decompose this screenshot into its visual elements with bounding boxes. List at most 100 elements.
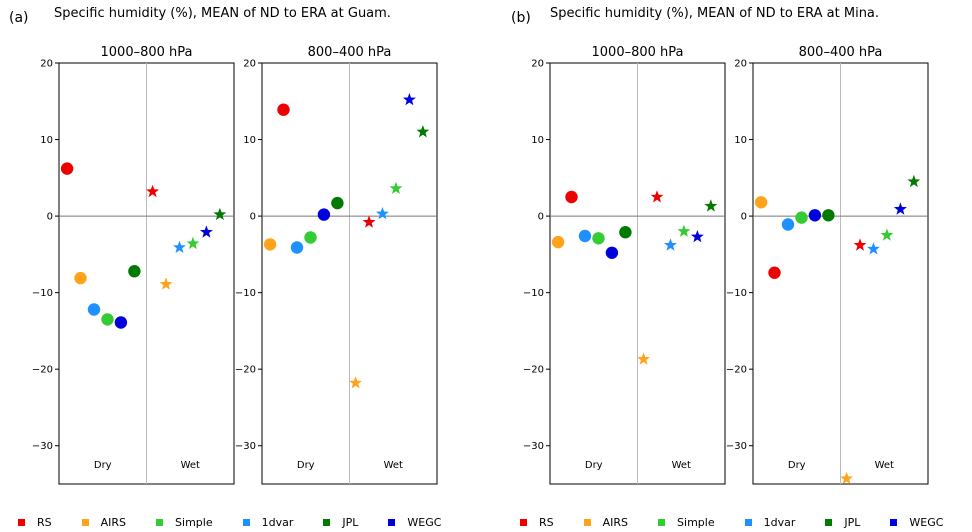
chart-1-dry-point-airs — [74, 271, 87, 285]
legend-label: 1dvar — [763, 515, 796, 529]
legend-item-jpl: JPL — [825, 516, 860, 529]
chart-3-y-tick-label: 0 — [538, 212, 544, 223]
chart-2-wet-point-airs — [349, 376, 362, 389]
chart-3-wet-point-jpl — [704, 199, 718, 212]
legend-label: AIRS — [602, 515, 629, 529]
chart-4-wet-point-jpl — [907, 174, 921, 188]
chart-1-y-tick-label: −10 — [32, 288, 53, 299]
chart-3-wet-point-rs — [650, 190, 664, 203]
chart-1-y-tick-label: −30 — [32, 441, 53, 452]
legend-a: RS AIRS Simple 1dvar JPL WEGC — [18, 514, 441, 530]
legend-swatch — [583, 518, 591, 526]
chart-2-y-tick-label: 20 — [243, 59, 256, 70]
panel-b-letter: (b) — [511, 10, 531, 26]
panel-b-title: Specific humidity (%), MEAN of ND to ERA… — [550, 6, 880, 21]
chart-3-y-tick-label: 20 — [531, 59, 544, 70]
chart-3-category-label-dry: Dry — [585, 460, 603, 471]
legend-item-jpl: JPL — [323, 516, 358, 529]
chart-3-y-tick-label: 10 — [531, 135, 544, 146]
legend-label: Simple — [175, 515, 213, 529]
chart-2-wet-point-wegc — [402, 92, 416, 106]
chart-2-dry-point-jpl — [331, 196, 344, 210]
chart-4-wet-point-airs — [840, 471, 853, 485]
legend-item-1dvar: 1dvar — [242, 515, 294, 529]
chart-4-y-tick-label: 20 — [734, 59, 747, 70]
chart-1-wet-point-rs — [146, 184, 159, 198]
legend-swatch — [18, 518, 25, 526]
legend-swatch — [890, 518, 898, 526]
legend-item-rs: RS — [520, 516, 554, 529]
chart-4-dry-point-wegc — [808, 209, 822, 222]
legend-item-1dvar: 1dvar — [744, 515, 796, 529]
legend-swatch — [81, 518, 89, 526]
chart-4-y-tick-label: −30 — [726, 441, 747, 452]
legend-label: RS — [37, 515, 52, 529]
chart-4-y-tick-label: −10 — [726, 288, 747, 299]
chart-1-y-tick-label: 10 — [40, 135, 53, 146]
legend-swatch — [388, 518, 396, 526]
legend-item-rs: RS — [18, 516, 52, 529]
legend-label: Simple — [677, 515, 715, 529]
panel-a-letter: (a) — [9, 10, 29, 26]
chart-4-category-label-wet: Wet — [875, 460, 894, 471]
legend-label: 1dvar — [261, 515, 294, 529]
chart-3-category-label-wet: Wet — [672, 460, 691, 471]
chart-3-wet-point-simple — [677, 224, 691, 237]
chart-2-wet-point-rs — [362, 215, 376, 228]
chart-3-y-tick-label: −20 — [523, 365, 544, 376]
chart-3-dry-point-rs — [565, 190, 578, 204]
chart-3-wet-point-wegc — [690, 230, 704, 243]
legend-swatch — [242, 518, 250, 526]
chart-3-wet-point-1dvar — [664, 238, 677, 251]
legend-label: WEGC — [909, 515, 944, 529]
legend-swatch — [825, 518, 833, 526]
chart-1-dry-point-wegc — [114, 316, 128, 329]
legend-label: JPL — [844, 515, 861, 529]
chart-1-wet-point-1dvar — [173, 240, 186, 253]
chart-4-dry-point-airs — [754, 196, 768, 209]
legend-label: AIRS — [100, 515, 127, 529]
legend-swatch — [520, 518, 527, 526]
chart-4-y-tick-label: 0 — [741, 212, 747, 223]
chart-3-dry-point-airs — [551, 235, 565, 249]
chart-4-y-tick-label: 10 — [734, 135, 747, 146]
chart-4-category-label-dry: Dry — [788, 460, 806, 471]
chart-1-y-tick-label: 20 — [40, 59, 53, 70]
chart-2-title: 800–400 hPa — [308, 45, 392, 60]
chart-4-wet-point-simple — [880, 228, 894, 241]
chart-3-wet-point-airs — [637, 352, 650, 365]
chart-1-dry-point-1dvar — [87, 303, 101, 316]
legend-item-simple: Simple — [156, 516, 213, 529]
chart-2-y-tick-label: −20 — [235, 365, 256, 376]
chart-1-y-tick-label: 0 — [47, 212, 53, 223]
legend-swatch — [658, 518, 666, 526]
chart-2-y-tick-label: 10 — [243, 135, 256, 146]
chart-1-dry-point-simple — [101, 313, 114, 326]
chart-2-wet-point-simple — [389, 181, 403, 194]
chart-3-dry-point-simple — [592, 232, 605, 245]
chart-1-category-label-dry: Dry — [94, 460, 112, 471]
chart-4-y-tick-label: −20 — [726, 365, 747, 376]
chart-2-dry-point-simple — [304, 231, 317, 244]
chart-2-category-label-dry: Dry — [297, 460, 315, 471]
chart-2-dry-point-airs — [263, 238, 277, 251]
chart-3-dry-point-wegc — [605, 246, 619, 259]
legend-label: JPL — [342, 515, 359, 529]
chart-4-wet-point-wegc — [893, 202, 907, 215]
chart-2-y-tick-label: −30 — [235, 441, 256, 452]
chart-1-dry-point-jpl — [128, 265, 141, 278]
chart-1-title: 1000–800 hPa — [101, 45, 193, 60]
legend-item-airs: AIRS — [81, 515, 127, 529]
chart-3-dry-point-jpl — [619, 226, 632, 239]
panel-a-title: Specific humidity (%), MEAN of ND to ERA… — [54, 6, 391, 21]
chart-4-dry-point-rs — [768, 266, 781, 279]
chart-3-y-tick-label: −10 — [523, 288, 544, 299]
chart-1-wet-point-airs — [159, 277, 173, 290]
legend-item-simple: Simple — [658, 516, 715, 529]
chart-4-dry-point-1dvar — [781, 218, 795, 231]
chart-4-dry-point-jpl — [822, 209, 835, 222]
legend-label: WEGC — [407, 515, 442, 529]
chart-1-wet-point-jpl — [213, 207, 227, 221]
chart-2-category-label-wet: Wet — [384, 460, 403, 471]
legend-swatch — [744, 518, 752, 526]
